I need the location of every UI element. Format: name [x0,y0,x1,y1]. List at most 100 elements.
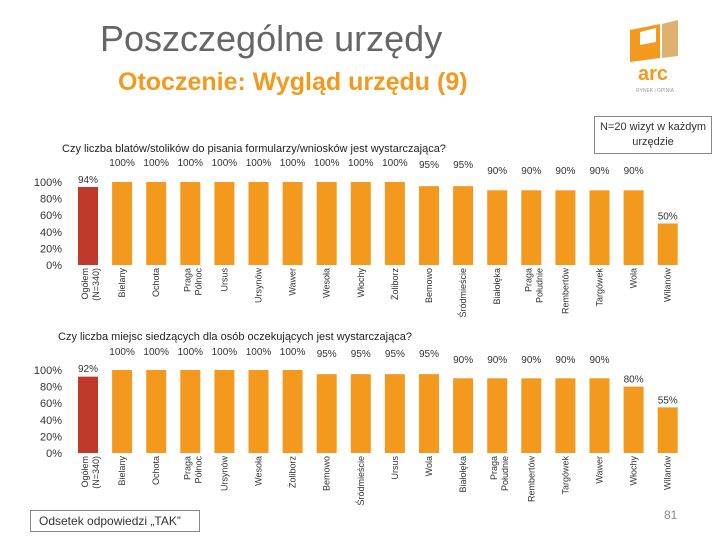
y-tick-label: 100% [34,365,62,377]
category-label-line: Białołęka [458,456,468,493]
bar [521,378,542,453]
logo-text: arc [638,63,668,85]
category-label-line: Praga [489,456,499,480]
bar [112,370,133,453]
data-label: 100% [109,347,135,358]
data-label: 100% [143,347,169,358]
category-label: Wawer [288,268,298,296]
bar [248,182,269,265]
bar [555,190,576,265]
data-label: 100% [178,347,204,358]
category-label: Wilanów [663,456,673,491]
bar [146,182,167,265]
data-label: 90% [521,166,541,177]
category-label: Wola [629,268,639,288]
bar [657,223,678,265]
data-label: 95% [385,349,405,360]
category-label: Rembertów [560,268,570,315]
category-label: Żoliborz [390,268,400,301]
data-label: 94% [78,175,98,186]
y-tick-label: 100% [34,177,62,189]
bar [589,190,610,265]
data-label: 90% [589,166,609,177]
bar [350,374,371,453]
bar [487,378,508,453]
category-label: Śródmieście [457,268,468,318]
sample-note: N=20 wizyt w każdym urzędzie [594,116,712,154]
category-label-line: Śródmieście [355,456,366,506]
category-label-line: Wesoła [322,268,332,298]
bar [316,182,337,265]
legend-label: Odsetek odpowiedzi „TAK” [30,510,200,532]
arc-logo: arc RYNEK i OPINIA [630,20,678,94]
data-label: 100% [246,158,272,169]
chart2-title: Czy liczba miejsc siedzących dla osób oc… [58,331,412,343]
category-label-line: Północ [193,456,203,484]
category-label: Rembertów [526,456,536,503]
category-label-line: (N=340) [91,268,101,301]
chart1-title: Czy liczba blatów/stolików do pisania fo… [62,143,446,155]
data-label: 100% [143,158,169,169]
bar [282,182,303,265]
bar [214,182,235,265]
category-label-line: (N=340) [91,456,101,489]
bar [384,182,405,265]
category-label: Bemowo [322,456,332,491]
category-label-line: Targówek [560,456,570,495]
bar [78,186,98,265]
category-label-line: Wawer [595,456,605,484]
category-label: Wawer [595,456,605,484]
data-label: 95% [419,160,439,171]
bar [214,370,235,453]
category-label: Śródmieście [355,456,366,506]
category-label-line: Bielany [117,268,127,298]
category-label-line: Ursus [390,456,400,480]
category-label: Praga Południe [523,268,544,303]
data-label: 55% [658,395,678,406]
category-label-line: Wola [629,268,639,288]
category-label-line: Rembertów [560,268,570,315]
category-label: Wola [424,456,434,476]
data-label: 95% [351,349,371,360]
bar [623,386,644,453]
y-tick-label: 20% [40,243,62,255]
category-label: Żoliborz [288,456,298,489]
bar [419,186,439,265]
category-label: Białołęka [492,268,502,305]
y-tick-label: 40% [40,415,62,427]
bar [521,190,542,265]
data-label: 92% [78,364,98,375]
y-tick-label: 0% [46,260,62,272]
category-label: Ochota [151,456,161,485]
category-label-line: Żoliborz [390,268,400,301]
category-label-line: Żoliborz [288,456,298,489]
bar [623,190,644,265]
page-number: 81 [664,508,678,522]
bar [248,370,269,453]
category-label-line: Wesoła [254,456,264,486]
bar [78,376,98,453]
category-label: Włochy [629,456,639,486]
page-title: Poszczególne urzędy [100,18,443,59]
category-label: Bielany [117,268,127,298]
data-label: 50% [658,212,678,223]
data-label: 95% [419,349,439,360]
category-label-line: Południe [534,268,544,303]
bar [589,378,610,453]
data-label: 100% [280,158,306,169]
y-tick-label: 60% [40,210,62,222]
data-label: 100% [109,158,135,169]
bar [453,378,474,453]
data-label: 100% [212,158,238,169]
y-tick-label: 60% [40,398,62,410]
category-label-line: Ursynów [219,456,229,492]
bar [316,374,337,453]
y-tick-label: 40% [40,227,62,239]
data-label: 90% [589,355,609,366]
category-label-line: Włochy [356,268,366,298]
data-label: 80% [624,375,644,386]
category-label-line: Wawer [288,268,298,296]
data-label: 90% [624,166,644,177]
category-label: Ochota [151,268,161,297]
